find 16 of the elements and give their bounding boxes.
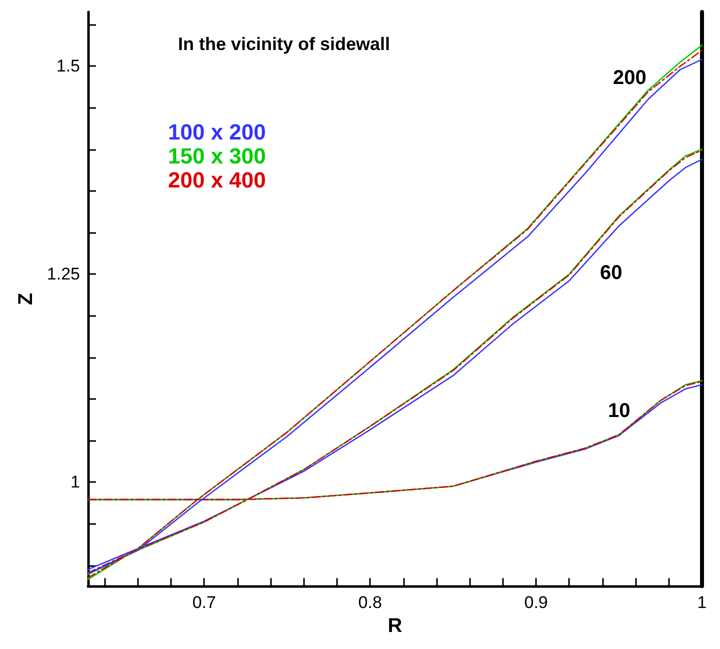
x-tick-label: 0.9 xyxy=(524,593,548,612)
text: 200 x 400 xyxy=(168,168,266,192)
annotation: 10 xyxy=(608,400,630,422)
text: 150 x 300 xyxy=(168,144,266,168)
x-axis-title: R xyxy=(388,615,403,637)
text: 100 x 200 xyxy=(168,120,266,144)
text: In the vicinity of sidewall xyxy=(178,34,390,54)
x-tick-label: 0.8 xyxy=(358,593,382,612)
y-tick-label: 1.25 xyxy=(46,264,80,284)
annotation: 60 xyxy=(600,262,622,284)
x-tick-label: 0.7 xyxy=(192,593,216,612)
annotation: 200 xyxy=(613,67,646,89)
y-tick-label: 1 xyxy=(70,472,80,492)
y-tick-label: 1.5 xyxy=(56,56,80,76)
y-axis-title: Z xyxy=(15,292,37,306)
x-tick-label: 1 xyxy=(697,593,707,612)
